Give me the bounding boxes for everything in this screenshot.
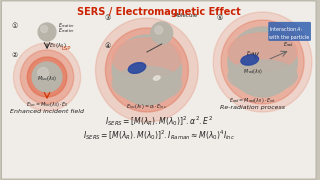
FancyBboxPatch shape bbox=[2, 1, 316, 179]
Ellipse shape bbox=[154, 76, 160, 80]
Text: SERS / Electromagnetic Effect: SERS / Electromagnetic Effect bbox=[77, 7, 241, 17]
Circle shape bbox=[32, 62, 62, 92]
Text: Re-radiation process: Re-radiation process bbox=[220, 105, 285, 110]
Text: ②: ② bbox=[11, 52, 18, 58]
Text: $E_{rad}=M_{rad}(\lambda_R)\cdot E_{int}$: $E_{rad}=M_{rad}(\lambda_R)\cdot E_{int}… bbox=[229, 96, 276, 105]
Circle shape bbox=[27, 57, 67, 97]
Text: $I_{SERS} = [M(\lambda_R).M(\lambda_0)]^2.\alpha^2.E^2$: $I_{SERS} = [M(\lambda_R).M(\lambda_0)]^… bbox=[105, 115, 213, 129]
Ellipse shape bbox=[241, 55, 259, 65]
Text: $E_{loc}=M_{loc}(\lambda_0)\cdot E_0$: $E_{loc}=M_{loc}(\lambda_0)\cdot E_0$ bbox=[26, 100, 68, 109]
Text: Interaction $A_i$
with the particle: Interaction $A_i$ with the particle bbox=[269, 25, 310, 40]
Text: $E_{scatter}$: $E_{scatter}$ bbox=[58, 26, 75, 35]
Circle shape bbox=[105, 28, 188, 112]
Text: $E_0\,(\lambda_0)$: $E_0\,(\lambda_0)$ bbox=[49, 41, 67, 50]
Circle shape bbox=[155, 26, 163, 34]
Text: $E_{int}$: $E_{int}$ bbox=[246, 49, 255, 58]
Text: $E_{scatter}$: $E_{scatter}$ bbox=[58, 21, 75, 30]
Circle shape bbox=[221, 20, 304, 104]
Text: $M_{rad}(\lambda_R)$: $M_{rad}(\lambda_R)$ bbox=[243, 67, 263, 76]
Circle shape bbox=[41, 26, 48, 33]
Text: ④: ④ bbox=[104, 43, 110, 49]
Circle shape bbox=[20, 50, 74, 104]
Ellipse shape bbox=[112, 66, 181, 102]
Text: LSP: LSP bbox=[62, 46, 71, 51]
Circle shape bbox=[112, 35, 181, 105]
Ellipse shape bbox=[128, 63, 146, 73]
Ellipse shape bbox=[228, 60, 297, 92]
Text: Enhanced incident field: Enhanced incident field bbox=[10, 109, 84, 114]
Circle shape bbox=[13, 43, 81, 111]
Text: $I_{SERS} = [M(\lambda_R).M(\lambda_0)]^2.I_{Raman}\approx M(\lambda_0)^4I_{inc}: $I_{SERS} = [M(\lambda_R).M(\lambda_0)]^… bbox=[83, 128, 235, 141]
Circle shape bbox=[38, 23, 56, 41]
Circle shape bbox=[213, 12, 312, 112]
Text: ③: ③ bbox=[104, 15, 110, 21]
Circle shape bbox=[38, 68, 49, 78]
Text: $E_{loc}(\lambda_0)=\alpha_i\cdot E_{loc}$: $E_{loc}(\lambda_0)=\alpha_i\cdot E_{loc… bbox=[126, 102, 167, 111]
Text: Molecule: Molecule bbox=[173, 13, 198, 18]
Text: ①: ① bbox=[11, 23, 18, 29]
Circle shape bbox=[228, 27, 297, 97]
Ellipse shape bbox=[228, 33, 297, 71]
Text: $M_{loc}(\lambda_0)$: $M_{loc}(\lambda_0)$ bbox=[37, 73, 57, 82]
Text: ⑤: ⑤ bbox=[217, 15, 223, 21]
Text: $E_{rad}$: $E_{rad}$ bbox=[283, 40, 294, 49]
Circle shape bbox=[95, 18, 198, 122]
Circle shape bbox=[151, 22, 172, 44]
Ellipse shape bbox=[112, 38, 181, 78]
